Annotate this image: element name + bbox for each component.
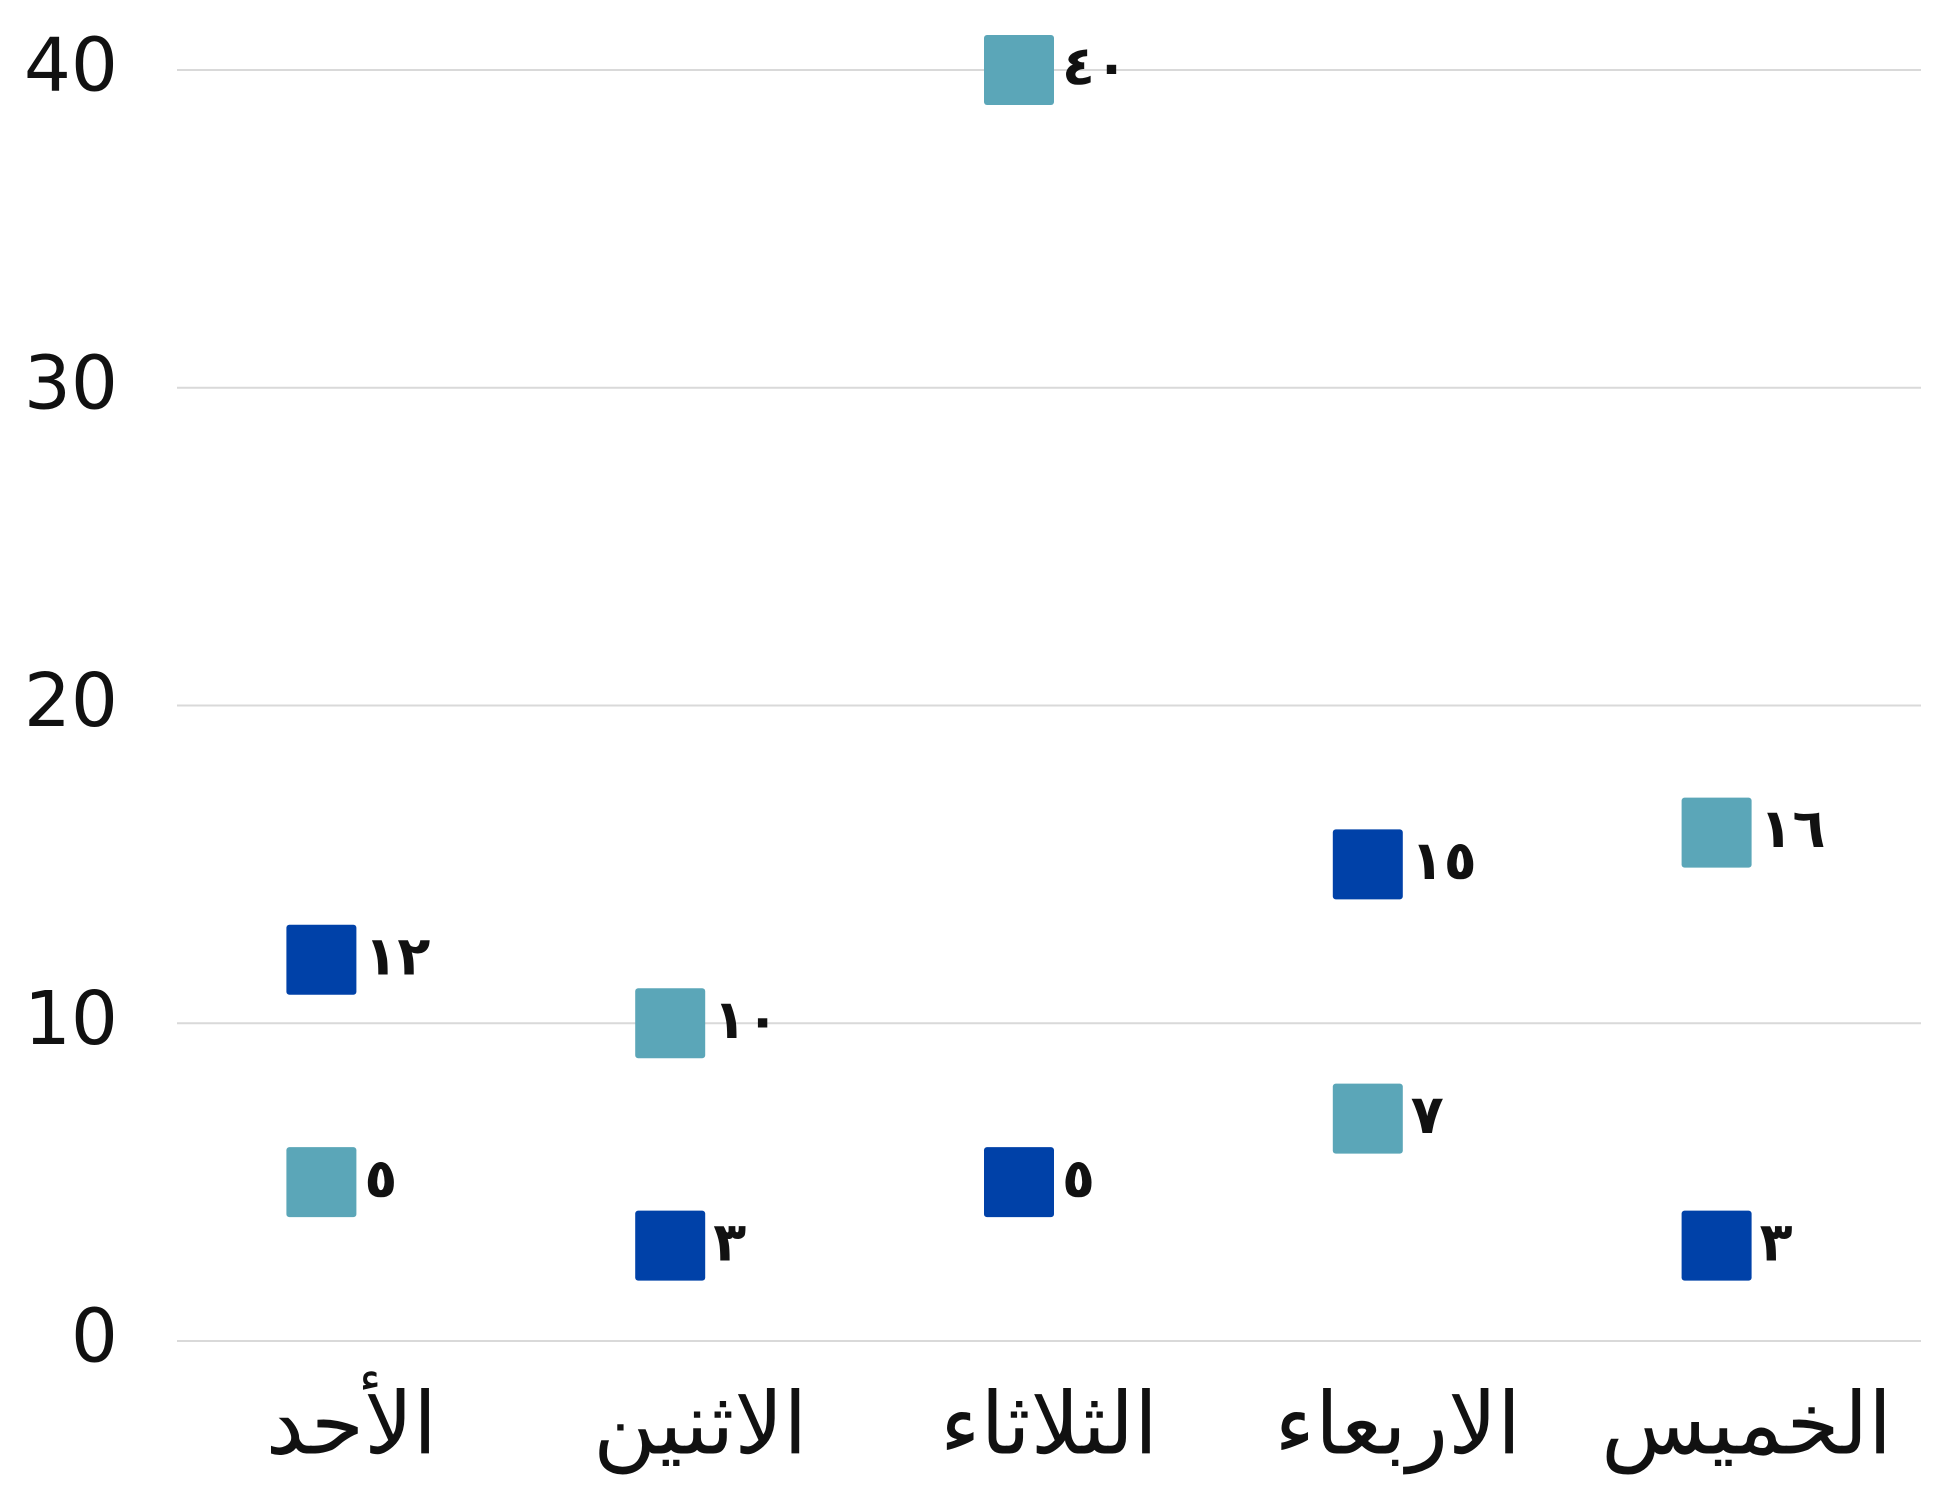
data-label: ٥	[364, 1147, 397, 1210]
data-label: ٤٠	[1062, 35, 1128, 98]
y-tick-label: 20	[24, 658, 118, 744]
y-tick-label: 30	[24, 340, 118, 426]
data-label: ١٢	[364, 924, 430, 987]
marker	[1332, 829, 1403, 900]
data-label: ١٦	[1760, 797, 1826, 860]
marker	[984, 35, 1054, 105]
marker	[984, 1147, 1054, 1218]
x-tick-label: الاثنين	[593, 1374, 807, 1474]
marker	[1681, 797, 1752, 868]
data-label: ١٠	[713, 988, 779, 1051]
x-tick-label: الاربعاء	[1275, 1374, 1522, 1474]
y-tick-label: 0	[71, 1294, 118, 1380]
marker	[635, 1210, 706, 1281]
data-label: ١٥	[1411, 829, 1477, 892]
data-label: ٥	[1062, 1147, 1095, 1210]
x-tick-label: الأحد	[266, 1371, 437, 1474]
marker	[1681, 1210, 1752, 1281]
y-tick-label: 10	[24, 976, 118, 1062]
data-label: ٣	[713, 1210, 746, 1273]
y-tick-label: 40	[24, 23, 118, 109]
x-tick-label: الخميس	[1601, 1374, 1892, 1474]
data-label: ٧	[1411, 1083, 1444, 1146]
marker	[635, 988, 706, 1059]
x-tick-label: الثلاثاء	[940, 1374, 1158, 1474]
marker	[1332, 1083, 1403, 1154]
marker	[286, 1147, 357, 1218]
marker	[286, 924, 357, 995]
data-label: ٣	[1760, 1210, 1793, 1273]
